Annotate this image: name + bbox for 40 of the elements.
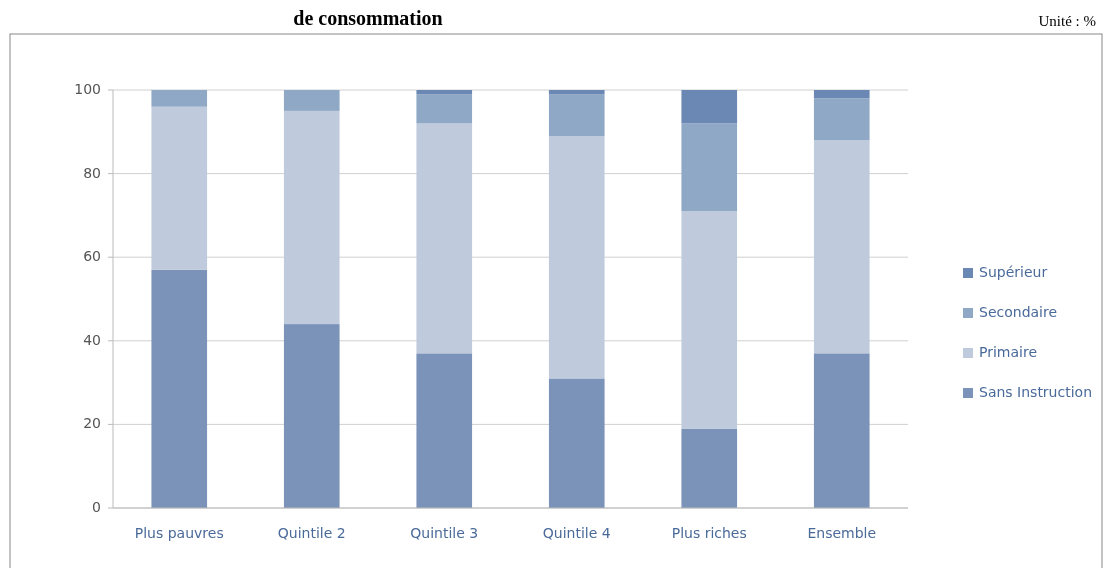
x-tick-label: Quintile 2	[277, 525, 346, 541]
y-tick-label: 100	[74, 81, 101, 97]
chart-title: de consommation	[293, 7, 443, 30]
bar	[813, 353, 870, 508]
legend-label: Sans Instruction	[979, 384, 1093, 400]
bar	[813, 140, 870, 354]
y-tick-label: 0	[92, 499, 101, 515]
y-tick-label: 40	[83, 331, 101, 348]
bar	[416, 123, 473, 354]
bar	[681, 123, 738, 212]
y-tick-label: 80	[83, 164, 101, 181]
text: Unité : %	[1038, 13, 1096, 29]
x-tick-label: Quintile 4	[542, 525, 611, 541]
bar	[681, 90, 738, 124]
bar	[548, 94, 605, 136]
x-tick-label: Plus riches	[671, 525, 747, 541]
legend-label: Secondaire	[979, 304, 1058, 320]
x-tick-label: Ensemble	[807, 525, 877, 541]
bar	[416, 353, 473, 508]
legend-label: Supérieur	[979, 264, 1048, 280]
bar	[681, 428, 738, 508]
bar	[151, 106, 208, 270]
bar	[416, 94, 473, 124]
bar	[548, 135, 605, 379]
bar	[548, 378, 605, 508]
y-tick-label: 60	[83, 248, 101, 265]
bar	[813, 98, 870, 141]
bar	[681, 211, 738, 429]
x-tick-label: Plus pauvres	[134, 525, 224, 541]
bar	[813, 90, 870, 99]
x-tick-label: Quintile 3	[410, 525, 479, 541]
bar	[151, 90, 208, 107]
bar	[416, 90, 473, 95]
bar	[283, 90, 340, 111]
bar	[283, 324, 340, 508]
y-tick-label: 20	[83, 415, 101, 432]
legend-label: Primaire	[979, 344, 1038, 360]
bar	[548, 90, 605, 95]
bar	[151, 269, 208, 508]
bar	[283, 110, 340, 325]
